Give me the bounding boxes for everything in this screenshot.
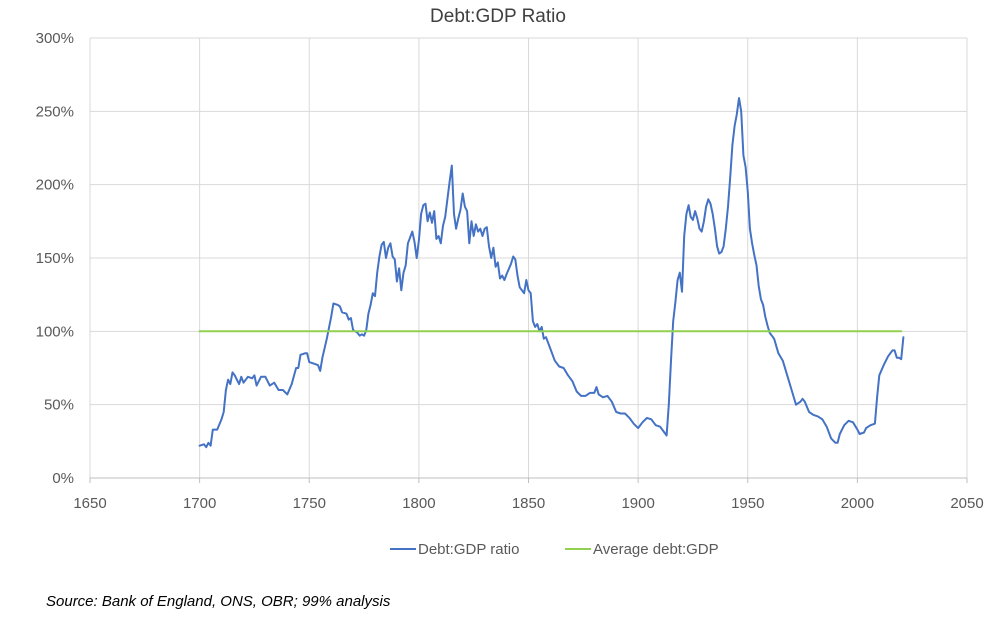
x-tick-label: 1650 xyxy=(73,495,106,512)
x-tick-label: 1700 xyxy=(183,495,216,512)
x-tick-label: 1750 xyxy=(293,495,326,512)
legend-label: Debt:GDP ratio xyxy=(418,541,519,558)
source-note: Source: Bank of England, ONS, OBR; 99% a… xyxy=(46,593,391,610)
series-group xyxy=(198,97,905,449)
y-tick-label: 50% xyxy=(44,397,74,414)
y-tick-label: 300% xyxy=(36,30,74,47)
chart-title: Debt:GDP Ratio xyxy=(430,6,566,27)
x-tick-label: 1800 xyxy=(402,495,435,512)
gridlines xyxy=(89,37,968,479)
y-tick-label: 150% xyxy=(36,250,74,267)
x-tick-label: 2000 xyxy=(841,495,874,512)
x-tick-label: 1900 xyxy=(621,495,654,512)
x-tick-label: 1950 xyxy=(731,495,764,512)
x-tick-label: 2050 xyxy=(950,495,983,512)
y-tick-label: 100% xyxy=(36,323,74,340)
y-tick-label: 250% xyxy=(36,103,74,120)
axes: 0% 50% 100% 150% 200% 250% 300% 1650 1700 1750 180… xyxy=(36,30,984,512)
legend: Debt:GDP ratio Average debt:GDP xyxy=(390,541,719,558)
series-line-debt-gdp-ratio xyxy=(198,97,905,449)
y-tick-label: 0% xyxy=(52,470,74,487)
legend-label: Average debt:GDP xyxy=(593,541,719,558)
x-tick-label: 1850 xyxy=(512,495,545,512)
y-tick-label: 200% xyxy=(36,177,74,194)
